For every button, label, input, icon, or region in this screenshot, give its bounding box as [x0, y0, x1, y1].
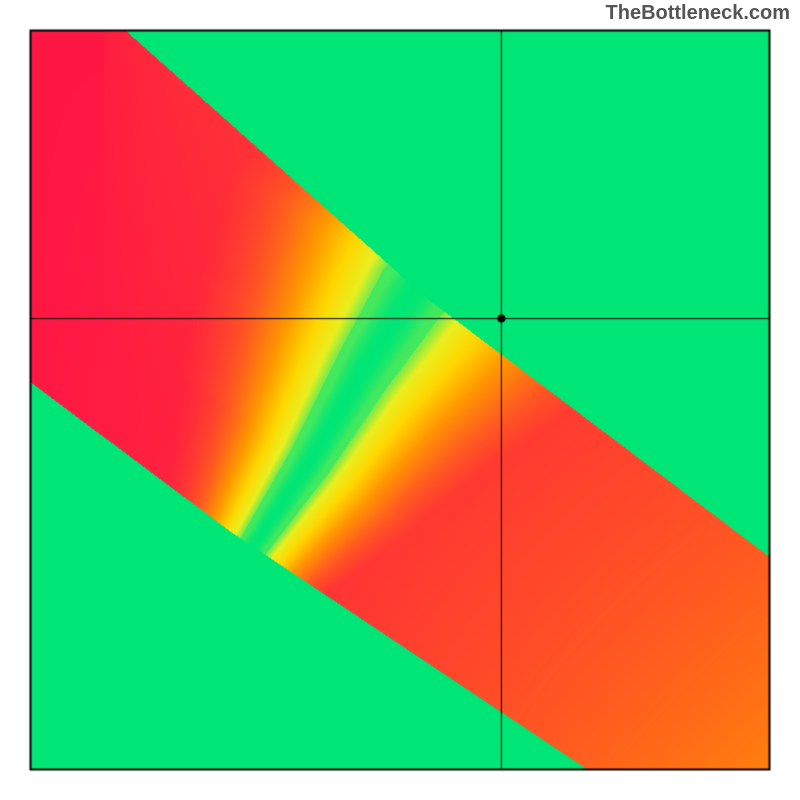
watermark-text: TheBottleneck.com: [606, 2, 790, 25]
heatmap-chart: [0, 0, 800, 800]
